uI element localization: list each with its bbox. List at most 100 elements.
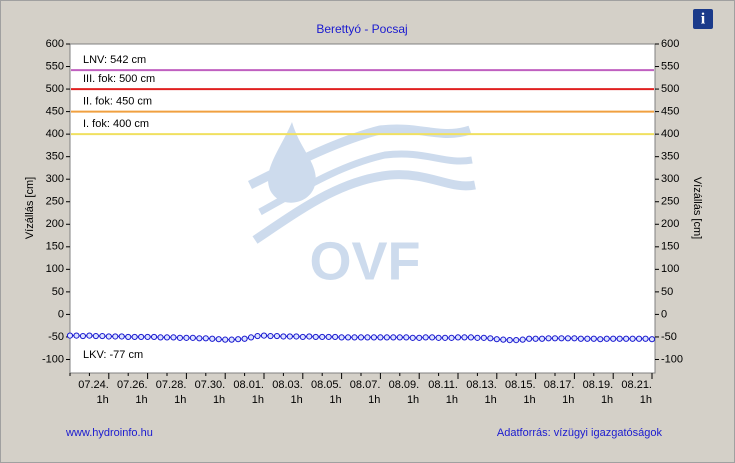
y-tick-label: 600 <box>46 38 64 50</box>
point <box>603 335 610 342</box>
point <box>513 337 520 344</box>
info-icon[interactable]: i <box>701 11 706 28</box>
x-tick-label: 08.05. <box>311 379 342 391</box>
y2-tick-label: 600 <box>661 38 679 50</box>
point <box>577 335 584 342</box>
y-tick-label: -50 <box>48 331 64 343</box>
point <box>635 335 643 342</box>
point <box>538 335 546 342</box>
point <box>532 335 539 342</box>
point <box>118 333 125 340</box>
point <box>196 335 203 342</box>
x-tick-sublabel: 1h <box>97 394 109 406</box>
threshold-label: I. fok: 400 cm <box>83 118 149 130</box>
point <box>280 333 287 340</box>
point <box>493 336 500 343</box>
point <box>157 334 164 341</box>
point <box>332 333 339 341</box>
y-tick-label: -100 <box>42 353 64 365</box>
point <box>648 336 656 343</box>
point <box>551 335 559 342</box>
point <box>545 335 552 342</box>
info-button[interactable]: i <box>693 9 713 29</box>
info-icon-bg[interactable] <box>693 9 713 29</box>
point <box>474 334 481 341</box>
point <box>312 333 319 341</box>
x-tick-label: 08.21. <box>621 379 652 391</box>
point <box>351 334 358 341</box>
x-tick-label: 08.07. <box>350 379 381 391</box>
point <box>183 334 190 341</box>
y2-tick-label: 200 <box>661 218 679 230</box>
point <box>138 333 145 341</box>
y2-axis-label: Vízállás [cm] <box>691 177 703 239</box>
point <box>461 334 468 341</box>
point <box>144 333 151 341</box>
x-tick-label: 07.30. <box>195 379 226 391</box>
wave <box>258 150 473 216</box>
point <box>222 336 229 343</box>
point <box>163 334 171 341</box>
y-tick-label: 500 <box>46 83 64 95</box>
point <box>254 332 261 340</box>
point <box>500 336 507 343</box>
point <box>319 333 326 341</box>
y2-tick-label: 400 <box>661 128 679 140</box>
point <box>506 337 513 344</box>
point <box>383 334 390 341</box>
x-tick-sublabel: 1h <box>485 394 497 406</box>
point <box>286 333 293 340</box>
point <box>66 332 74 339</box>
point <box>396 334 403 341</box>
y2-tick-label: 450 <box>661 106 679 118</box>
x-tick-label: 07.28. <box>156 379 187 391</box>
point <box>325 333 332 341</box>
x-tick-sublabel: 1h <box>252 394 264 406</box>
y-tick-label: 150 <box>46 241 64 253</box>
point <box>403 334 410 341</box>
x-tick-label: 08.13. <box>466 379 497 391</box>
x-tick-sublabel: 1h <box>213 394 225 406</box>
x-tick-sublabel: 1h <box>291 394 303 406</box>
point <box>409 334 416 341</box>
threshold-label: LKV: -77 cm <box>83 349 143 361</box>
y-tick-label: 0 <box>58 308 64 320</box>
point <box>370 334 378 341</box>
y2-tick-label: -50 <box>661 331 677 343</box>
point <box>202 335 209 342</box>
point <box>480 334 487 341</box>
x-tick-label: 08.01. <box>233 379 264 391</box>
point <box>597 336 604 343</box>
point <box>584 335 591 342</box>
y-tick-label: 50 <box>52 286 64 298</box>
y2-tick-label: 150 <box>661 241 679 253</box>
x-tick-sublabel: 1h <box>640 394 652 406</box>
footer-source: Adatforrás: vízügyi igazgatóságok <box>497 427 663 439</box>
y2-tick-label: 50 <box>661 286 673 298</box>
point <box>73 332 80 339</box>
x-tick-label: 08.15. <box>505 379 536 391</box>
x-tick-sublabel: 1h <box>174 394 186 406</box>
point <box>390 334 397 341</box>
plot-area <box>69 43 656 374</box>
point <box>112 333 119 340</box>
point <box>306 333 313 340</box>
y-tick-label: 250 <box>46 196 64 208</box>
y-tick-label: 550 <box>46 60 64 72</box>
point <box>610 335 617 342</box>
y2-tick-label: 550 <box>661 60 679 72</box>
point <box>293 333 300 340</box>
point <box>92 332 99 340</box>
x-tick-sublabel: 1h <box>446 394 458 406</box>
point <box>435 334 442 341</box>
point <box>448 334 455 341</box>
point <box>235 336 242 343</box>
footer-link[interactable]: www.hydroinfo.hu <box>65 427 153 439</box>
threshold-label: II. fok: 450 cm <box>83 96 152 108</box>
y2-tick-label: 250 <box>661 196 679 208</box>
point <box>558 335 565 342</box>
drop <box>268 122 316 203</box>
point <box>338 334 345 341</box>
point <box>564 335 572 342</box>
wave <box>252 170 476 244</box>
